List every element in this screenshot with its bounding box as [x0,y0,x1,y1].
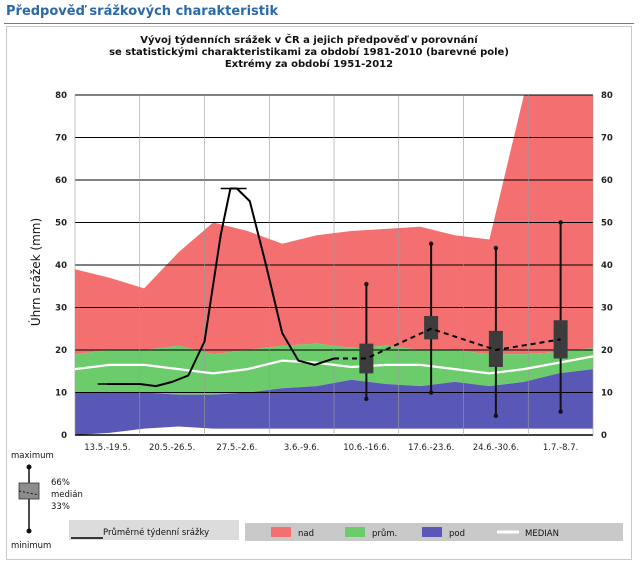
y-tick-left-50: 50 [55,219,67,229]
y-tick-right-70: 70 [601,134,613,144]
y-tick-right-30: 30 [601,304,613,314]
weekly-average-line [97,187,561,388]
box-max-dot-0 [364,281,369,287]
y-tick-left-0: 0 [61,431,67,441]
y-axis-label: Úhrn srážek (mm) [28,218,43,326]
chart-title-line-3: Extrémy za období 1951-2012 [225,58,393,70]
y-tick-left-10: 10 [55,389,67,399]
axis-ticks: 0 0 10 10 20 20 30 30 40 40 50 50 60 60 70 70 80 80 13.5.-… [55,91,613,453]
chart-panel: Vývoj týdenních srážek v ČR a jejich pře… [6,26,632,560]
y-tick-right-80: 80 [601,91,613,101]
legend-line-label: Průměrné týdenní srážky [103,527,209,538]
chart-title-line-2: se statistickými charakteristikami za ob… [109,46,509,58]
box-min-dot-0 [364,396,369,402]
y-tick-left-80: 80 [55,91,67,101]
box-body-0 [359,343,374,374]
x-tick-0: 13.5.-19.5. [84,443,130,453]
key-p66-label: 66% [51,478,70,488]
box-max-dot-2 [493,245,499,251]
key-maximum-label: maximum [11,451,54,461]
key-minimum-label: minimum [11,541,51,551]
legend-swatch-pod [422,527,442,537]
legend: Průměrné týdenní srážky nad prům. pod ME… [69,520,623,541]
forecast-line [334,327,561,360]
title-divider [4,23,634,24]
box-key: maximum 66% medián 33% minimum [11,451,83,551]
x-tick-6: 24.6.-30.6. [473,443,519,453]
y-tick-right-60: 60 [601,176,613,186]
page-title: Předpověď srážkových charakteristik [6,4,279,19]
legend-label-nad: nad [298,529,314,539]
box-max-dot-3 [558,220,563,225]
grid-lines [74,94,594,436]
box-min-dot-2 [493,413,499,419]
y-tick-right-50: 50 [601,219,613,229]
key-min-dot [26,528,32,534]
y-tick-left-30: 30 [55,304,67,314]
chart-title-line-1: Vývoj týdenních srážek v ČR a jejich pře… [140,33,478,46]
legend-label-pod: pod [449,529,465,539]
legend-line-panel [69,520,239,540]
x-tick-3: 3.6.-9.6. [284,443,320,453]
median-line [74,355,594,375]
x-tick-4: 10.6.-16.6. [343,443,389,453]
legend-swatch-prum [345,527,365,537]
y-tick-right-20: 20 [601,346,613,356]
box-min-dot-1 [428,390,434,395]
y-tick-right-40: 40 [601,261,613,271]
legend-label-median: MEDIAN [525,529,559,539]
key-median-label: medián [51,490,83,500]
y-tick-right-10: 10 [601,389,613,399]
box-min-dot-3 [558,409,563,414]
y-tick-left-60: 60 [55,176,67,186]
y-tick-left-20: 20 [55,346,67,356]
x-tick-2: 27.5.-2.6. [216,443,257,453]
legend-swatch-nad [271,527,291,537]
x-tick-5: 17.6.-23.6. [408,443,454,453]
box-body-2 [488,330,503,367]
key-box [18,482,40,500]
key-median-line [18,490,40,496]
y-tick-right-0: 0 [601,431,607,441]
key-max-dot [26,464,32,470]
x-tick-7: 1.7.-8.7. [543,443,579,453]
key-p33-label: 33% [51,502,70,512]
x-tick-1: 20.5.-26.5. [149,443,195,453]
y-tick-left-70: 70 [55,134,67,144]
precipitation-chart: Vývoj týdenních srážek v ČR a jejich pře… [11,33,623,551]
median-polyline [74,355,594,375]
box-body-1 [424,316,439,340]
box-max-dot-1 [428,241,434,246]
y-tick-left-40: 40 [55,261,67,271]
chart-title: Vývoj týdenních srážek v ČR a jejich pře… [109,33,509,70]
legend-label-prum: prům. [372,528,397,539]
